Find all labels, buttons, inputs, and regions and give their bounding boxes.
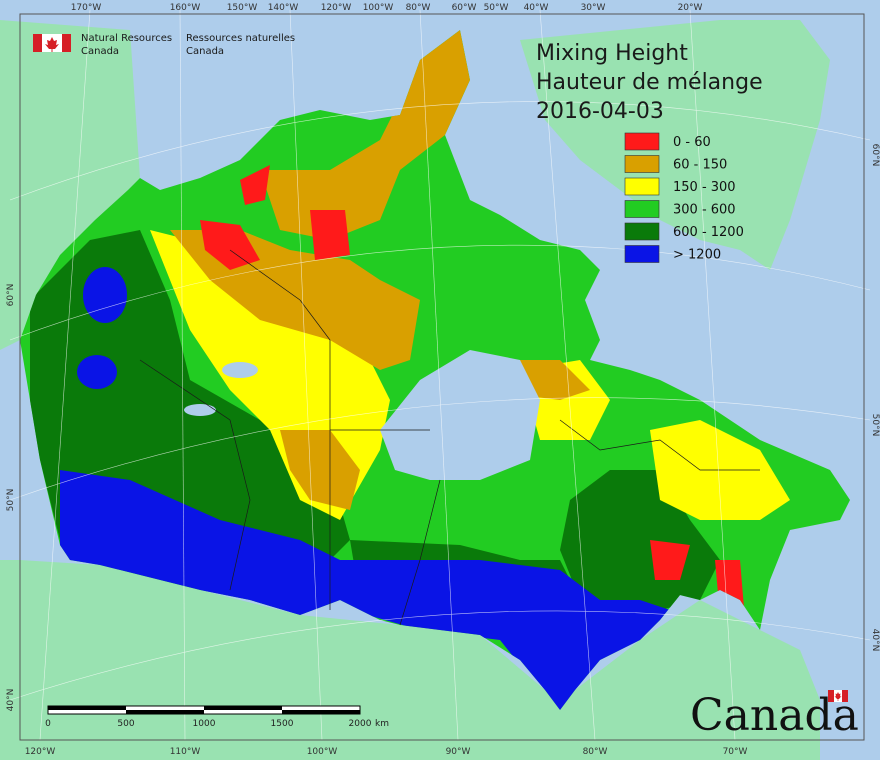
agency-fr-line2: Canada	[186, 46, 224, 57]
scale-label: 500	[117, 719, 134, 729]
right-lat-label: 50°N	[870, 414, 880, 437]
title-line1: Mixing Height	[536, 41, 688, 66]
map-border	[19, 13, 865, 741]
left-latitude-labels: 60°N 50°N 40°N	[6, 284, 16, 712]
scale-label: 1000	[193, 719, 216, 729]
legend-label: 300 - 600	[673, 203, 736, 218]
left-lat-label: 50°N	[6, 489, 16, 512]
legend-label: 150 - 300	[673, 180, 736, 195]
top-lon-label: 50°W	[484, 3, 509, 13]
scale-label: 1500	[271, 719, 294, 729]
great-slave-lake	[184, 404, 216, 416]
bottom-lon-label: 120°W	[25, 747, 56, 757]
scale-bar: 0 500 1000 1500 2000 km	[45, 705, 389, 729]
zone-0-60-arctic-north	[240, 165, 270, 205]
zone-0-60-ellesmere	[310, 210, 350, 260]
zone-0-60-baffin	[200, 220, 260, 270]
top-longitude-labels: 170°W 160°W 150°W 140°W 120°W 100°W 80°W…	[71, 3, 703, 13]
top-lon-label: 80°W	[406, 3, 431, 13]
legend-swatch	[624, 200, 660, 218]
scale-label: km	[375, 719, 389, 729]
top-lon-label: 30°W	[581, 3, 606, 13]
bottom-longitude-labels: 120°W 110°W 100°W 90°W 80°W 70°W	[25, 747, 748, 757]
left-lat-label: 60°N	[6, 284, 16, 307]
left-lat-label: 40°N	[6, 689, 16, 712]
top-lon-label: 40°W	[524, 3, 549, 13]
zone-over-1200-south	[60, 470, 670, 710]
top-lon-label: 170°W	[71, 3, 102, 13]
legend-swatch	[624, 245, 660, 263]
top-lon-label: 60°W	[452, 3, 477, 13]
legend-label: 0 - 60	[673, 135, 711, 150]
bottom-lon-label: 90°W	[446, 747, 471, 757]
provincial-boundaries	[139, 249, 760, 626]
zone-60-150-prairie	[280, 430, 360, 510]
map-title: Mixing Height Hauteur de mélange 2016-04…	[536, 41, 763, 124]
legend-label: 60 - 150	[673, 158, 727, 173]
agency-en-line2: Canada	[81, 46, 119, 57]
canada-flag-icon	[33, 34, 71, 52]
bottom-lon-label: 110°W	[170, 747, 201, 757]
legend-swatch	[624, 177, 660, 196]
top-lon-label: 100°W	[363, 3, 394, 13]
agency-en-line1: Natural Resources	[81, 33, 172, 44]
bottom-lon-label: 100°W	[307, 747, 338, 757]
right-lat-label: 60°N	[870, 144, 880, 167]
zone-over-1200-bc-mid	[77, 355, 117, 389]
top-lon-label: 140°W	[268, 3, 299, 13]
zone-over-1200-bc-north	[83, 267, 127, 323]
zone-60-150-arctic-islands	[260, 30, 470, 240]
legend-label: > 1200	[673, 248, 721, 263]
right-latitude-labels: 60°N 50°N 40°N	[870, 144, 880, 652]
title-date: 2016-04-03	[536, 99, 664, 124]
bottom-lon-label: 80°W	[583, 747, 608, 757]
canada-wordmark: Canada	[690, 690, 859, 741]
great-bear-lake	[222, 362, 258, 378]
greenland-land	[520, 20, 830, 270]
legend-swatch	[624, 155, 660, 173]
scale-label: 2000	[349, 719, 372, 729]
title-line2: Hauteur de mélange	[536, 70, 763, 95]
top-lon-label: 150°W	[227, 3, 258, 13]
top-lon-label: 160°W	[170, 3, 201, 13]
wordmark-flag-icon	[828, 690, 848, 702]
right-lat-label: 40°N	[870, 629, 880, 652]
top-lon-label: 20°W	[678, 3, 703, 13]
agency-fr-line1: Ressources naturelles	[186, 33, 295, 44]
legend: 0 - 60 60 - 150 150 - 300 300 - 600 600 - 12…	[624, 132, 744, 263]
legend-swatch	[624, 132, 660, 151]
graticule-lines	[9, 9, 871, 741]
top-lon-label: 120°W	[321, 3, 352, 13]
zone-0-60-gaspe	[650, 540, 690, 580]
alaska-land	[0, 20, 140, 350]
legend-label: 600 - 1200	[673, 225, 744, 240]
bottom-lon-label: 70°W	[723, 747, 748, 757]
agency-signature: Natural Resources Canada Ressources natu…	[33, 33, 295, 57]
scale-label: 0	[45, 719, 51, 729]
legend-swatch	[624, 222, 660, 241]
hudson-bay	[380, 350, 540, 480]
